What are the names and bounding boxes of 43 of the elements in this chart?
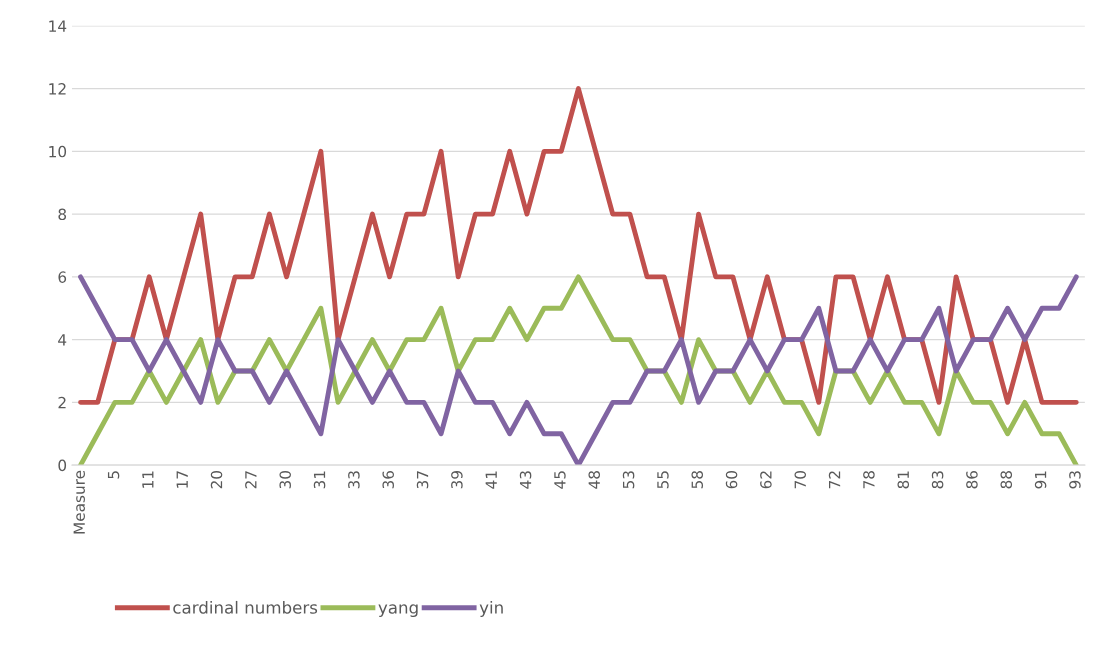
x-tick-label: 31 [313,471,326,489]
x-tick-label: 62 [760,471,772,489]
x-tick-label: 58 [691,471,704,489]
legend-label: yang [378,604,418,618]
y-tick-label: 2 [58,396,66,409]
y-tick-label: 14 [49,20,67,32]
x-tick-label: 81 [897,471,910,489]
x-tick-label: 5 [107,471,120,479]
x-tick-label: 43 [519,471,532,489]
x-tick-label: 72 [828,471,841,489]
y-tick-label: 0 [58,459,67,472]
x-tick-label: 20 [210,471,223,489]
x-tick-label: 33 [348,471,360,489]
x-tick-label: 27 [245,471,257,489]
y-tick-label: 12 [49,83,66,95]
x-tick-label: 86 [966,470,978,489]
y-tick-label: 6 [58,271,67,283]
line-series [78,274,1079,466]
x-tick-label: 37 [416,471,429,489]
x-tick-label: 78 [863,471,875,489]
x-tick-label: 91 [1034,471,1047,489]
x-tick-label: 93 [1069,471,1081,489]
x-tick-label: 41 [485,471,497,489]
y-tick-label: 10 [49,145,67,158]
legend-label: cardinal numbers [173,600,318,614]
x-tick-label: Measure [73,470,85,534]
x-tick-label: 83 [931,471,944,489]
x-tick-label: 17 [176,471,188,488]
x-tick-label: 55 [657,471,669,489]
line-series [78,86,1079,405]
y-tick-label: 4 [58,334,67,346]
x-tick-label: 39 [451,471,463,489]
x-tick-label: 70 [794,471,807,489]
legend-label: yin [479,600,503,618]
x-tick-label: 88 [1000,471,1013,489]
x-tick-label: 60 [725,471,738,489]
x-tick-label: 45 [554,471,566,489]
x-tick-label: 48 [588,471,601,489]
x-tick-label: 11 [142,471,154,488]
x-tick-label: 36 [382,470,394,489]
y-tick-label: 8 [58,208,67,221]
x-tick-label: 53 [622,471,635,489]
x-tick-label: 30 [279,471,291,489]
